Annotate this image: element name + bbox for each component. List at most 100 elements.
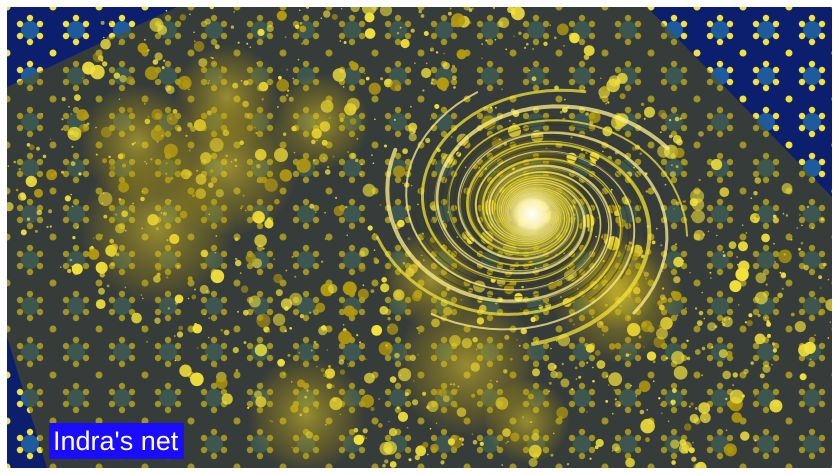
packed-circle — [608, 75, 620, 87]
packed-circle — [427, 453, 429, 456]
packed-circle — [689, 413, 699, 424]
packed-circle — [619, 93, 626, 100]
packed-circle — [15, 188, 19, 192]
packed-circle — [685, 307, 687, 310]
packed-circle — [710, 277, 712, 279]
packed-circle — [361, 7, 377, 15]
packed-circle — [397, 411, 409, 422]
packed-circle — [206, 290, 210, 294]
packed-circle — [606, 375, 609, 378]
packed-circle — [380, 77, 384, 81]
packed-circle — [718, 349, 728, 359]
packed-circle — [36, 209, 43, 216]
packed-circle — [338, 330, 352, 345]
packed-circle — [639, 152, 642, 155]
packed-circle — [701, 346, 706, 351]
packed-circle — [667, 420, 670, 423]
packed-circle — [389, 79, 402, 92]
packed-circle — [671, 164, 673, 167]
packed-circle — [449, 7, 452, 10]
packed-circle — [400, 38, 410, 49]
packed-circle — [781, 183, 793, 194]
packed-circle — [379, 306, 389, 315]
packed-circle — [698, 310, 704, 316]
packed-circle — [301, 42, 304, 45]
packed-circle — [691, 209, 705, 224]
packed-circle — [102, 61, 108, 67]
packed-circle — [324, 211, 326, 214]
packed-circle — [64, 195, 71, 202]
packed-circle — [246, 42, 249, 45]
packed-circle — [613, 389, 616, 392]
packed-circle — [34, 229, 38, 233]
packed-circle — [359, 341, 361, 344]
packed-circle — [36, 146, 40, 151]
packed-circle — [294, 275, 297, 278]
packed-circle — [194, 40, 196, 42]
packed-circle — [492, 7, 496, 10]
packed-circle — [118, 43, 120, 45]
packed-circle — [357, 288, 369, 300]
packed-circle — [726, 350, 733, 357]
packed-circle — [777, 292, 783, 299]
packed-circle — [672, 403, 674, 406]
packed-circle — [285, 269, 288, 272]
packed-circle — [299, 9, 301, 12]
packed-circle — [429, 427, 432, 430]
packed-circle — [389, 376, 397, 383]
packed-circle — [406, 426, 409, 429]
packed-circle — [331, 291, 334, 294]
packed-circle — [384, 144, 387, 148]
packed-circle — [700, 412, 711, 424]
packed-circle — [52, 187, 54, 189]
packed-circle — [811, 227, 814, 229]
packed-circle — [430, 82, 433, 85]
packed-circle — [645, 437, 650, 443]
packed-circle — [702, 233, 706, 236]
packed-circle — [722, 370, 731, 380]
packed-circle — [693, 229, 705, 241]
packed-circle — [674, 116, 680, 122]
packed-circle — [670, 439, 680, 449]
packed-circle — [772, 217, 779, 224]
packed-circle — [61, 118, 64, 121]
packed-circle — [67, 126, 82, 141]
packed-circle — [347, 365, 350, 368]
packed-circle — [763, 339, 765, 341]
packed-circle — [479, 441, 484, 446]
packed-circle — [435, 51, 439, 54]
packed-circle — [318, 326, 328, 336]
packed-circle — [801, 224, 803, 227]
packed-circle — [305, 250, 308, 253]
packed-circle — [320, 17, 323, 19]
packed-circle — [725, 397, 728, 401]
packed-circle — [286, 68, 289, 71]
packed-circle — [387, 326, 390, 329]
packed-circle — [755, 291, 768, 305]
packed-circle — [119, 75, 127, 83]
packed-circle — [48, 209, 53, 214]
packed-circle — [297, 58, 300, 61]
packed-circle — [339, 40, 342, 42]
packed-circle — [738, 241, 748, 252]
packed-circle — [275, 289, 283, 297]
packed-circle — [829, 321, 832, 324]
packed-circle — [456, 236, 459, 238]
packed-circle — [342, 323, 345, 326]
packed-circle — [643, 117, 646, 120]
packed-circle — [781, 287, 784, 290]
packed-circle — [362, 284, 365, 287]
packed-circle — [364, 12, 375, 23]
packed-circle — [425, 137, 431, 144]
packed-circle — [240, 285, 249, 293]
packed-circle — [272, 313, 286, 326]
packed-circle — [178, 325, 184, 331]
packed-circle — [652, 360, 656, 364]
packed-circle — [335, 196, 338, 199]
packed-circle — [17, 192, 27, 201]
packed-circle — [273, 273, 283, 284]
packed-circle — [785, 214, 789, 217]
packed-circle — [223, 329, 230, 336]
packed-circle — [783, 253, 786, 256]
packed-circle — [410, 184, 413, 187]
